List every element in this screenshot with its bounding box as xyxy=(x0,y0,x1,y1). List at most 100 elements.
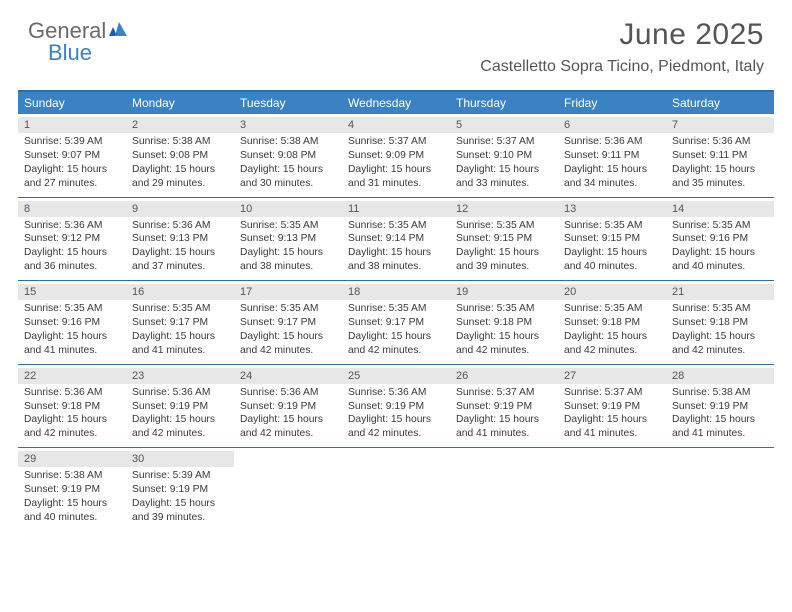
sunrise-line: Sunrise: 5:35 AM xyxy=(672,219,768,233)
day-cell: 4Sunrise: 5:37 AMSunset: 9:09 PMDaylight… xyxy=(342,114,450,197)
daylight-line: Daylight: 15 hours and 42 minutes. xyxy=(24,413,120,441)
daylight-line: Daylight: 15 hours and 42 minutes. xyxy=(672,330,768,358)
day-cell: 25Sunrise: 5:36 AMSunset: 9:19 PMDayligh… xyxy=(342,365,450,448)
sunrise-line: Sunrise: 5:36 AM xyxy=(132,219,228,233)
daylight-line: Daylight: 15 hours and 41 minutes. xyxy=(672,413,768,441)
sunset-line: Sunset: 9:19 PM xyxy=(132,483,228,497)
logo-wing-icon xyxy=(109,20,129,43)
day-cell: 7Sunrise: 5:36 AMSunset: 9:11 PMDaylight… xyxy=(666,114,774,197)
sunrise-line: Sunrise: 5:35 AM xyxy=(456,219,552,233)
day-cell: 14Sunrise: 5:35 AMSunset: 9:16 PMDayligh… xyxy=(666,198,774,281)
sunset-line: Sunset: 9:19 PM xyxy=(24,483,120,497)
sunset-line: Sunset: 9:16 PM xyxy=(672,232,768,246)
daylight-line: Daylight: 15 hours and 40 minutes. xyxy=(564,246,660,274)
sunset-line: Sunset: 9:16 PM xyxy=(24,316,120,330)
day-number: 5 xyxy=(450,117,558,133)
day-number: 17 xyxy=(234,284,342,300)
day-number: 21 xyxy=(666,284,774,300)
day-number: 24 xyxy=(234,368,342,384)
sunrise-line: Sunrise: 5:36 AM xyxy=(348,386,444,400)
daylight-line: Daylight: 15 hours and 31 minutes. xyxy=(348,163,444,191)
day-cell: 22Sunrise: 5:36 AMSunset: 9:18 PMDayligh… xyxy=(18,365,126,448)
day-header: Tuesday xyxy=(234,92,342,114)
daylight-line: Daylight: 15 hours and 35 minutes. xyxy=(672,163,768,191)
daylight-line: Daylight: 15 hours and 38 minutes. xyxy=(240,246,336,274)
daylight-line: Daylight: 15 hours and 42 minutes. xyxy=(348,330,444,358)
sunset-line: Sunset: 9:11 PM xyxy=(672,149,768,163)
daylight-line: Daylight: 15 hours and 42 minutes. xyxy=(564,330,660,358)
day-header: Friday xyxy=(558,92,666,114)
day-number: 10 xyxy=(234,201,342,217)
day-cell: 5Sunrise: 5:37 AMSunset: 9:10 PMDaylight… xyxy=(450,114,558,197)
day-number: 14 xyxy=(666,201,774,217)
sunrise-line: Sunrise: 5:37 AM xyxy=(348,135,444,149)
day-header: Sunday xyxy=(18,92,126,114)
day-cell: 15Sunrise: 5:35 AMSunset: 9:16 PMDayligh… xyxy=(18,281,126,364)
day-cell: 18Sunrise: 5:35 AMSunset: 9:17 PMDayligh… xyxy=(342,281,450,364)
day-number: 12 xyxy=(450,201,558,217)
daylight-line: Daylight: 15 hours and 41 minutes. xyxy=(456,413,552,441)
day-cell: 6Sunrise: 5:36 AMSunset: 9:11 PMDaylight… xyxy=(558,114,666,197)
daylight-line: Daylight: 15 hours and 30 minutes. xyxy=(240,163,336,191)
sunset-line: Sunset: 9:17 PM xyxy=(348,316,444,330)
sunrise-line: Sunrise: 5:37 AM xyxy=(456,135,552,149)
day-cell: 21Sunrise: 5:35 AMSunset: 9:18 PMDayligh… xyxy=(666,281,774,364)
location-subtitle: Castelletto Sopra Ticino, Piedmont, Ital… xyxy=(480,58,764,76)
day-number: 7 xyxy=(666,117,774,133)
day-number: 28 xyxy=(666,368,774,384)
day-cell: 30Sunrise: 5:39 AMSunset: 9:19 PMDayligh… xyxy=(126,448,234,531)
daylight-line: Daylight: 15 hours and 41 minutes. xyxy=(132,330,228,358)
day-number: 15 xyxy=(18,284,126,300)
empty-cell xyxy=(342,448,450,531)
day-number: 1 xyxy=(18,117,126,133)
day-cell: 9Sunrise: 5:36 AMSunset: 9:13 PMDaylight… xyxy=(126,198,234,281)
sunset-line: Sunset: 9:12 PM xyxy=(24,232,120,246)
sunset-line: Sunset: 9:15 PM xyxy=(564,232,660,246)
day-cell: 3Sunrise: 5:38 AMSunset: 9:08 PMDaylight… xyxy=(234,114,342,197)
daylight-line: Daylight: 15 hours and 27 minutes. xyxy=(24,163,120,191)
day-number: 25 xyxy=(342,368,450,384)
day-cell: 10Sunrise: 5:35 AMSunset: 9:13 PMDayligh… xyxy=(234,198,342,281)
sunrise-line: Sunrise: 5:38 AM xyxy=(132,135,228,149)
day-header-row: Sunday Monday Tuesday Wednesday Thursday… xyxy=(18,92,774,114)
sunrise-line: Sunrise: 5:35 AM xyxy=(240,302,336,316)
day-number: 16 xyxy=(126,284,234,300)
empty-cell xyxy=(558,448,666,531)
sunrise-line: Sunrise: 5:35 AM xyxy=(348,302,444,316)
sunrise-line: Sunrise: 5:39 AM xyxy=(24,135,120,149)
sunset-line: Sunset: 9:19 PM xyxy=(348,400,444,414)
sunset-line: Sunset: 9:14 PM xyxy=(348,232,444,246)
daylight-line: Daylight: 15 hours and 34 minutes. xyxy=(564,163,660,191)
day-header: Monday xyxy=(126,92,234,114)
sunrise-line: Sunrise: 5:35 AM xyxy=(24,302,120,316)
sunrise-line: Sunrise: 5:37 AM xyxy=(456,386,552,400)
day-cell: 11Sunrise: 5:35 AMSunset: 9:14 PMDayligh… xyxy=(342,198,450,281)
sunrise-line: Sunrise: 5:35 AM xyxy=(564,302,660,316)
day-number: 4 xyxy=(342,117,450,133)
sunset-line: Sunset: 9:08 PM xyxy=(132,149,228,163)
sunset-line: Sunset: 9:19 PM xyxy=(456,400,552,414)
daylight-line: Daylight: 15 hours and 33 minutes. xyxy=(456,163,552,191)
sunrise-line: Sunrise: 5:38 AM xyxy=(672,386,768,400)
sunrise-line: Sunrise: 5:35 AM xyxy=(132,302,228,316)
title-block: June 2025 Castelletto Sopra Ticino, Pied… xyxy=(480,18,764,76)
day-cell: 26 Sunrise: 5:37 AMSunset: 9:19 PMDayligh… xyxy=(450,365,558,448)
day-number: 20 xyxy=(558,284,666,300)
daylight-line: Daylight: 15 hours and 29 minutes. xyxy=(132,163,228,191)
day-number: 9 xyxy=(126,201,234,217)
day-number: 26 xyxy=(450,368,558,384)
sunset-line: Sunset: 9:19 PM xyxy=(564,400,660,414)
sunrise-line: Sunrise: 5:37 AM xyxy=(564,386,660,400)
sunrise-line: Sunrise: 5:36 AM xyxy=(240,386,336,400)
sunrise-line: Sunrise: 5:39 AM xyxy=(132,469,228,483)
day-cell: 19Sunrise: 5:35 AMSunset: 9:18 PMDayligh… xyxy=(450,281,558,364)
day-cell: 28Sunrise: 5:38 AMSunset: 9:19 PMDayligh… xyxy=(666,365,774,448)
header: General Blue June 2025 Castelletto Sopra… xyxy=(0,0,792,82)
sunset-line: Sunset: 9:18 PM xyxy=(24,400,120,414)
day-number: 2 xyxy=(126,117,234,133)
daylight-line: Daylight: 15 hours and 42 minutes. xyxy=(132,413,228,441)
sunrise-line: Sunrise: 5:36 AM xyxy=(132,386,228,400)
daylight-line: Daylight: 15 hours and 42 minutes. xyxy=(240,413,336,441)
sunrise-line: Sunrise: 5:35 AM xyxy=(456,302,552,316)
day-header: Saturday xyxy=(666,92,774,114)
